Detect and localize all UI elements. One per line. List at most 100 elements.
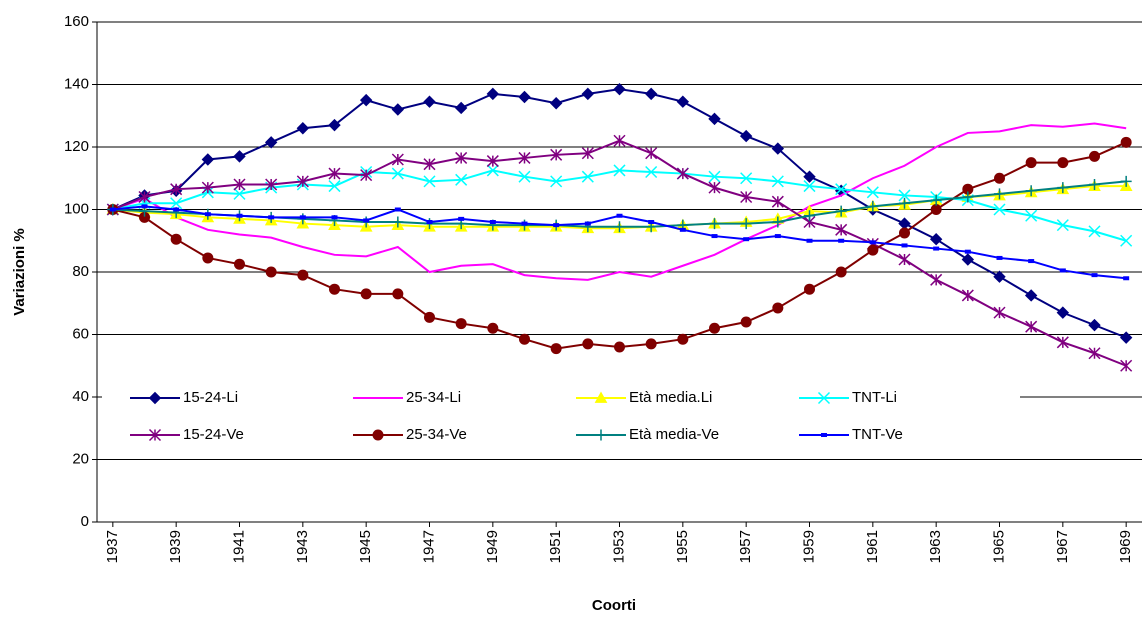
data-marker bbox=[961, 253, 975, 266]
data-marker bbox=[1089, 150, 1100, 162]
data-marker bbox=[771, 142, 785, 155]
x-tick-label: 1961 bbox=[864, 530, 881, 563]
data-marker bbox=[994, 172, 1005, 184]
data-marker bbox=[614, 341, 625, 353]
x-tick-label: 1939 bbox=[167, 530, 184, 563]
data-marker bbox=[993, 306, 1006, 319]
data-marker bbox=[268, 215, 275, 220]
data-marker bbox=[677, 333, 689, 345]
data-marker bbox=[424, 311, 435, 323]
data-marker bbox=[838, 238, 845, 243]
data-marker bbox=[929, 232, 943, 246]
data-marker bbox=[1025, 157, 1037, 169]
data-marker bbox=[486, 87, 500, 101]
data-marker bbox=[835, 223, 848, 236]
legend-label: 15-24-Ve bbox=[183, 426, 244, 443]
y-tick-label: 40 bbox=[72, 388, 89, 405]
data-marker bbox=[141, 204, 148, 209]
data-marker bbox=[740, 218, 752, 230]
data-marker bbox=[867, 244, 879, 256]
data-marker bbox=[616, 213, 623, 218]
x-tick-label: 1951 bbox=[547, 530, 564, 563]
data-marker bbox=[644, 87, 658, 101]
data-marker bbox=[426, 220, 433, 224]
data-marker bbox=[550, 343, 562, 355]
data-marker bbox=[329, 283, 340, 295]
x-tick-label: 1965 bbox=[990, 530, 1007, 563]
data-marker bbox=[582, 338, 594, 350]
x-tick-label: 1963 bbox=[927, 530, 944, 563]
data-marker bbox=[993, 203, 1006, 216]
data-marker bbox=[391, 103, 405, 116]
data-marker bbox=[363, 218, 370, 223]
data-marker bbox=[709, 218, 720, 230]
legend-label: 15-24-Li bbox=[183, 389, 238, 406]
data-marker bbox=[899, 227, 910, 239]
data-marker bbox=[201, 153, 215, 166]
y-tick-label: 100 bbox=[64, 200, 89, 217]
legend: 15-24-Li 25-34-Li Età media.Li TNT-Li 15-24-… bbox=[102, 380, 1020, 455]
data-marker bbox=[804, 210, 815, 222]
data-marker bbox=[455, 318, 467, 330]
data-marker bbox=[486, 155, 499, 168]
data-marker bbox=[774, 234, 781, 239]
data-marker bbox=[549, 97, 563, 110]
x-tick-label: 1955 bbox=[674, 530, 691, 563]
data-marker bbox=[740, 172, 753, 185]
x-tick-label: 1953 bbox=[610, 530, 627, 563]
data-marker bbox=[1091, 273, 1098, 278]
data-marker bbox=[550, 148, 563, 161]
data-marker bbox=[1089, 179, 1100, 190]
data-marker bbox=[771, 175, 784, 188]
data-marker bbox=[962, 191, 974, 203]
data-marker bbox=[391, 153, 404, 166]
data-marker bbox=[835, 205, 847, 217]
legend-marker bbox=[594, 391, 608, 403]
data-marker bbox=[296, 175, 309, 188]
data-marker bbox=[328, 180, 341, 193]
data-marker bbox=[679, 227, 686, 232]
legend-marker bbox=[372, 429, 384, 441]
data-marker bbox=[553, 223, 560, 228]
data-marker bbox=[138, 190, 151, 204]
data-marker bbox=[1120, 359, 1133, 372]
legend-box bbox=[102, 380, 1020, 455]
data-marker bbox=[898, 217, 911, 230]
data-marker bbox=[233, 178, 246, 191]
data-marker bbox=[170, 183, 183, 196]
data-marker bbox=[1088, 318, 1101, 332]
x-axis-title: Coorti bbox=[592, 597, 636, 614]
y-tick-label: 20 bbox=[72, 450, 89, 467]
data-marker bbox=[869, 240, 876, 245]
data-marker bbox=[550, 175, 563, 188]
data-marker bbox=[202, 252, 214, 264]
data-marker bbox=[1056, 336, 1069, 349]
data-marker bbox=[392, 288, 404, 300]
data-marker bbox=[265, 178, 278, 191]
series-line bbox=[112, 88, 1127, 339]
data-marker bbox=[930, 204, 942, 215]
data-marker bbox=[1088, 347, 1101, 360]
legend-marker bbox=[817, 391, 831, 405]
data-marker bbox=[867, 200, 879, 212]
series-line bbox=[112, 122, 1127, 281]
x-tick-label: 1941 bbox=[230, 530, 247, 563]
data-marker bbox=[739, 129, 753, 143]
data-marker bbox=[299, 215, 306, 220]
data-marker bbox=[581, 87, 595, 101]
x-tick-label: 1949 bbox=[484, 530, 501, 563]
data-marker bbox=[711, 234, 718, 239]
data-marker bbox=[236, 213, 243, 218]
data-marker bbox=[392, 216, 404, 228]
y-tick-label: 120 bbox=[64, 138, 89, 155]
data-marker bbox=[201, 181, 214, 194]
legend-marker bbox=[821, 433, 827, 437]
data-marker bbox=[994, 188, 1005, 200]
data-marker bbox=[676, 95, 690, 108]
data-marker bbox=[648, 220, 655, 224]
y-tick-label: 60 bbox=[72, 325, 89, 342]
legend-label: 25-34-Ve bbox=[406, 426, 467, 443]
data-marker bbox=[458, 216, 465, 221]
data-marker bbox=[1059, 268, 1066, 273]
